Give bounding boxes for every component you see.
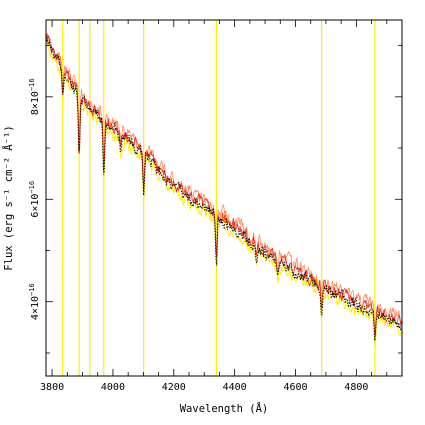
spectrum-line-0 — [46, 41, 402, 347]
x-tick-label: 4200 — [162, 382, 186, 393]
x-tick-label: 4000 — [101, 382, 125, 393]
x-axis-title: Wavelength (Å) — [180, 402, 269, 415]
x-tick-label: 4800 — [344, 382, 368, 393]
y-axis-title: Flux (erg s⁻¹ cm⁻² Å⁻¹) — [2, 125, 15, 270]
emission-line-markers — [62, 20, 376, 376]
y-tick-label: 6×10−16 — [28, 181, 41, 218]
plot-frame — [45, 19, 403, 377]
spectrum-line-2 — [46, 34, 402, 336]
x-tick-label: 4600 — [283, 382, 307, 393]
y-tick-label: 8×10−16 — [28, 78, 41, 115]
spectrum-series — [46, 32, 402, 347]
y-tick-label: 4×10−16 — [28, 283, 41, 320]
spectrum-line-3 — [46, 37, 402, 341]
x-axis-ticks: 3800 4000 4200 4400 4600 4800 — [40, 20, 403, 393]
x-tick-label: 3800 — [40, 382, 64, 393]
x-tick-label: 4400 — [223, 382, 247, 393]
y-axis-ticks: 4×10−16 6×10−16 8×10−16 — [28, 45, 402, 354]
